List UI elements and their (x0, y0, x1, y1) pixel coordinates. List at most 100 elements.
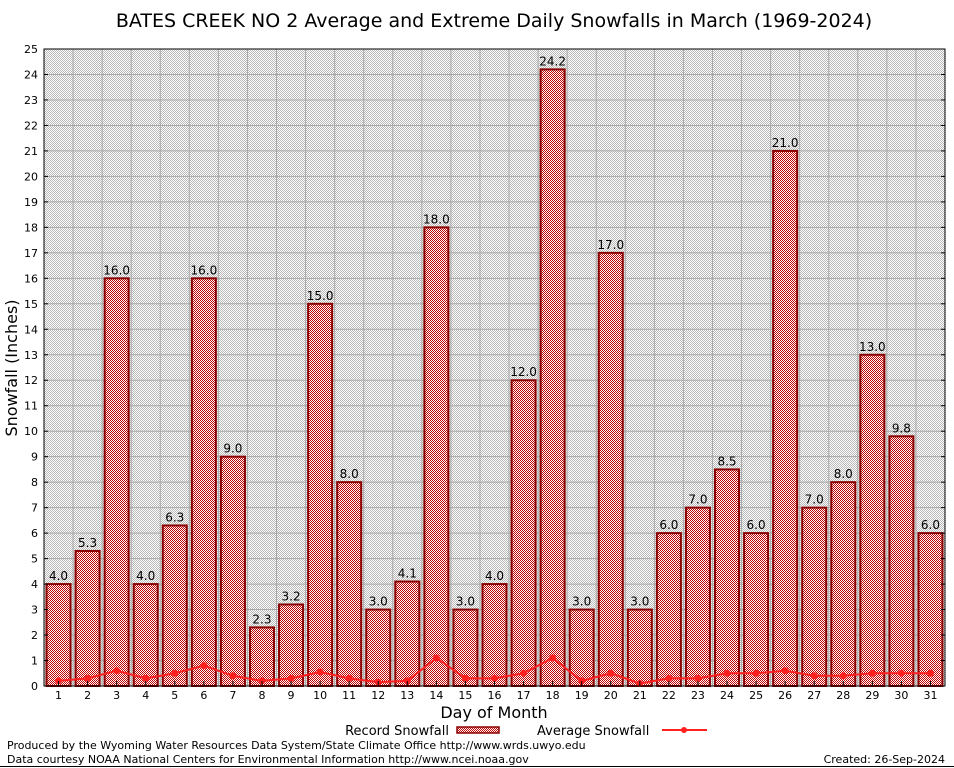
bottom-rule (0, 766, 954, 767)
bar-data-label: 2.3 (252, 612, 271, 626)
x-tick-label: 13 (400, 689, 414, 702)
x-tick-label: 3 (113, 689, 120, 702)
record-bar (452, 608, 479, 687)
average-point (694, 674, 702, 682)
legend-record-swatch (456, 726, 500, 734)
bar-data-label: 6.0 (921, 518, 940, 532)
x-tick-label: 14 (429, 689, 443, 702)
legend-record-label: Record Snowfall (345, 724, 449, 739)
y-tick-label: 5 (31, 553, 38, 566)
footer-data-source: Data courtesy NOAA National Centers for … (7, 753, 529, 766)
average-point (578, 677, 586, 685)
x-tick-label: 27 (807, 689, 821, 702)
average-point (200, 662, 208, 670)
average-point (345, 674, 353, 682)
x-tick-label: 15 (458, 689, 472, 702)
bar-data-label: 7.0 (688, 493, 707, 507)
record-bar (859, 353, 886, 687)
bar-data-label: 9.8 (892, 421, 911, 435)
x-tick-label: 6 (200, 689, 207, 702)
bar-data-label: 16.0 (190, 263, 217, 277)
record-bar (888, 435, 915, 687)
x-tick-label: 21 (633, 689, 647, 702)
bar-data-label: 24.2 (539, 54, 566, 68)
y-tick-label: 19 (24, 196, 38, 209)
y-tick-label: 14 (24, 323, 38, 336)
bar-data-label: 12.0 (510, 365, 537, 379)
y-tick-label: 20 (24, 170, 38, 183)
x-tick-label: 11 (342, 689, 356, 702)
legend-average-label: Average Snowfall (537, 724, 649, 739)
bar-data-label: 13.0 (859, 340, 886, 354)
bar-data-label: 3.0 (630, 595, 649, 609)
y-tick-label: 7 (31, 502, 38, 515)
x-tick-label: 30 (894, 689, 908, 702)
average-point (84, 674, 92, 682)
x-tick-label: 1 (55, 689, 62, 702)
average-point (723, 669, 731, 677)
y-tick-label: 1 (31, 655, 38, 668)
record-bar (772, 149, 799, 688)
record-bar (248, 626, 275, 687)
chart-title: BATES CREEK NO 2 Average and Extreme Dai… (116, 10, 872, 32)
average-point (113, 667, 121, 675)
y-tick-label: 12 (24, 374, 38, 387)
bar-data-label: 18.0 (423, 212, 450, 226)
record-bar (132, 583, 159, 688)
record-bar (655, 532, 682, 687)
record-bar (684, 506, 711, 688)
record-bar (278, 603, 305, 687)
bar-data-label: 17.0 (597, 238, 624, 252)
average-point (549, 654, 557, 662)
x-tick-label: 31 (923, 689, 937, 702)
record-bar (219, 455, 246, 687)
record-bar (307, 302, 334, 687)
x-tick-label: 26 (778, 689, 792, 702)
y-tick-label: 9 (31, 451, 38, 464)
bar-data-label: 16.0 (103, 263, 130, 277)
y-tick-label: 13 (24, 349, 38, 362)
average-point (897, 669, 905, 677)
record-bar (626, 608, 653, 687)
y-tick-label: 0 (31, 680, 38, 693)
bar-data-label: 3.2 (282, 589, 301, 603)
record-bar (45, 583, 72, 688)
x-tick-label: 19 (575, 689, 589, 702)
x-tick-label: 28 (836, 689, 850, 702)
bar-data-label: 6.3 (165, 510, 184, 524)
x-tick-label: 5 (171, 689, 178, 702)
record-bar (801, 506, 828, 688)
bar-data-label: 3.0 (456, 595, 475, 609)
x-tick-label: 24 (720, 689, 734, 702)
y-tick-label: 6 (31, 527, 38, 540)
record-bar (190, 277, 217, 687)
record-bar (510, 379, 537, 687)
bar-data-label: 15.0 (307, 289, 334, 303)
average-point (607, 669, 615, 677)
average-point (316, 668, 324, 676)
bar-data-label: 9.0 (223, 442, 242, 456)
average-point (403, 677, 411, 685)
average-point (258, 677, 266, 685)
legend-average-marker (681, 727, 687, 733)
bar-data-label: 3.0 (369, 595, 388, 609)
y-tick-label: 17 (24, 247, 38, 260)
x-tick-label: 17 (517, 689, 531, 702)
bar-data-label: 21.0 (772, 136, 799, 150)
x-axis-label: Day of Month (440, 703, 547, 722)
record-bar (103, 277, 130, 687)
average-point (55, 677, 63, 685)
x-tick-label: 7 (229, 689, 236, 702)
x-tick-label: 4 (142, 689, 149, 702)
footer-producer: Produced by the Wyoming Water Resources … (7, 739, 586, 752)
y-tick-label: 21 (24, 145, 38, 158)
y-tick-label: 11 (24, 400, 38, 413)
bar-data-label: 8.5 (717, 454, 736, 468)
y-tick-label: 3 (31, 604, 38, 617)
y-tick-label: 2 (31, 629, 38, 642)
y-axis-label: Snowfall (Inches) (2, 299, 21, 436)
y-tick-label: 16 (24, 272, 38, 285)
average-point (461, 674, 469, 682)
record-bar (161, 524, 188, 688)
